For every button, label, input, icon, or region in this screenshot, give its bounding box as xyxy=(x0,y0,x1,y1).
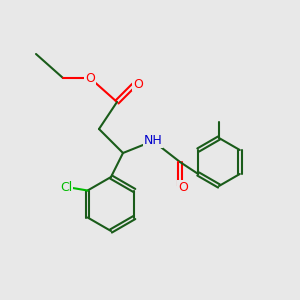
Text: O: O xyxy=(85,71,95,85)
Text: O: O xyxy=(178,181,188,194)
Text: O: O xyxy=(133,77,143,91)
Text: Cl: Cl xyxy=(61,181,73,194)
Text: NH: NH xyxy=(144,134,162,148)
